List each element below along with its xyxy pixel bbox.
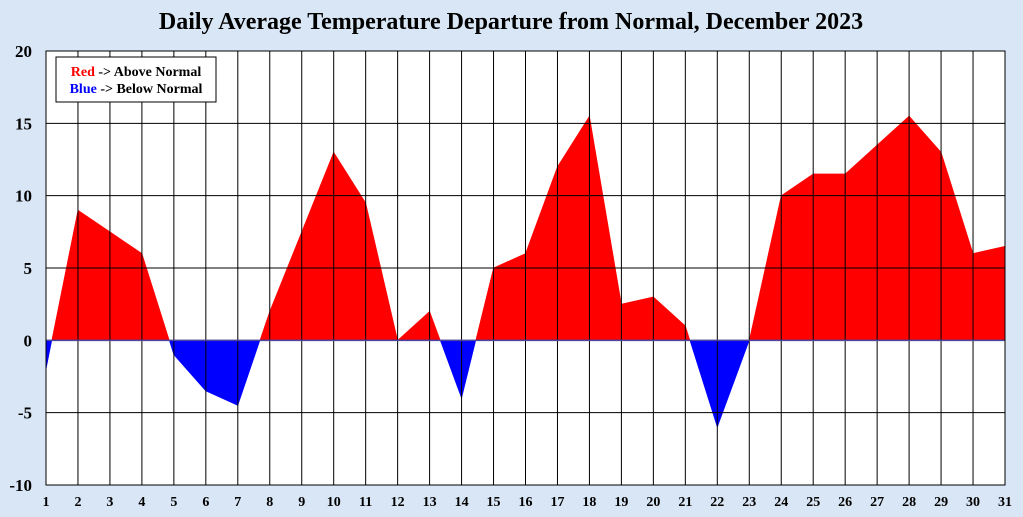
x-tick-label-14: 14	[455, 495, 469, 510]
x-tick-label-6: 6	[202, 495, 209, 510]
y-tick-label-10: 10	[15, 187, 32, 206]
legend-key-below: Blue	[70, 82, 97, 97]
x-tick-label-10: 10	[327, 495, 341, 510]
x-tick-label-25: 25	[806, 495, 820, 510]
legend: Red -> Above Normal Blue -> Below Normal	[55, 56, 217, 103]
x-tick-label-4: 4	[138, 495, 145, 510]
x-tick-label-23: 23	[742, 495, 756, 510]
x-tick-label-17: 17	[550, 495, 564, 510]
legend-text-below: -> Below Normal	[97, 82, 203, 97]
x-tick-label-5: 5	[170, 495, 177, 510]
x-tick-label-1: 1	[43, 495, 50, 510]
plot-frame	[45, 50, 1006, 486]
y-tick-label-20: 20	[15, 42, 32, 61]
x-tick-label-11: 11	[359, 495, 372, 510]
x-tick-label-16: 16	[519, 495, 533, 510]
x-tick-label-8: 8	[266, 495, 273, 510]
above-normal-area-day-2-0	[77, 209, 111, 341]
x-tick-label-29: 29	[934, 495, 948, 510]
x-tick-label-24: 24	[774, 495, 788, 510]
y-tick-label--5: -5	[18, 404, 32, 423]
legend-entry-below: Blue -> Below Normal	[70, 82, 203, 97]
y-tick-labels: -10 -5 0 5 10 15 20	[9, 42, 32, 495]
above-normal-area-day-24-0	[780, 173, 814, 341]
above-normal-area-day-25-0	[812, 173, 846, 341]
x-tick-labels: 1 2 3 4 5 6 7 8 9 10 11 12 13 14 15 16 17 18 19 20 21 22 23 24 2…	[43, 495, 1013, 510]
x-tick-label-12: 12	[391, 495, 405, 510]
above-normal-area-day-15-0	[493, 253, 526, 341]
x-tick-label-20: 20	[646, 495, 660, 510]
above-normal-area-day-28-0	[908, 115, 942, 341]
y-tick-label-0: 0	[24, 331, 33, 350]
x-tick-label-18: 18	[582, 495, 596, 510]
legend-text-above: -> Above Normal	[95, 65, 201, 80]
legend-box	[55, 56, 217, 103]
x-tick-label-13: 13	[423, 495, 437, 510]
x-tick-label-3: 3	[106, 495, 113, 510]
x-tick-label-31: 31	[998, 495, 1012, 510]
area-layer	[45, 115, 1006, 428]
x-tick-label-2: 2	[74, 495, 81, 510]
x-tick-label-21: 21	[678, 495, 692, 510]
y-tick-label-5: 5	[24, 259, 33, 278]
x-tick-label-30: 30	[966, 495, 980, 510]
x-tick-label-7: 7	[234, 495, 241, 510]
y-tick-label-15: 15	[15, 114, 32, 133]
legend-key-above: Red	[71, 65, 95, 80]
chart-title: Daily Average Temperature Departure from…	[159, 9, 863, 35]
above-normal-area-day-19-0	[621, 296, 654, 341]
above-normal-area-day-30-0	[972, 245, 1006, 341]
above-normal-area-day-27-0	[876, 115, 910, 341]
x-tick-label-15: 15	[487, 495, 501, 510]
x-tick-label-19: 19	[614, 495, 628, 510]
x-tick-label-22: 22	[710, 495, 724, 510]
legend-entry-above: Red -> Above Normal	[71, 65, 202, 80]
y-tick-label--10: -10	[9, 476, 32, 495]
x-tick-label-26: 26	[838, 495, 852, 510]
x-tick-label-9: 9	[298, 495, 305, 510]
x-tick-label-28: 28	[902, 495, 916, 510]
x-tick-label-27: 27	[870, 495, 884, 510]
above-normal-area-day-26-0	[844, 144, 878, 341]
